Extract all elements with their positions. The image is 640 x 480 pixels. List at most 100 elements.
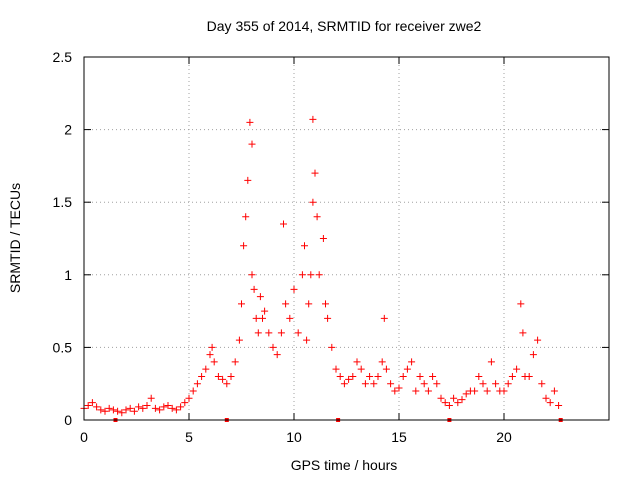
data-point bbox=[361, 380, 369, 388]
y-tick-label: 2.5 bbox=[53, 49, 73, 65]
data-point bbox=[550, 387, 558, 395]
data-point bbox=[118, 409, 126, 417]
x-tick-label: 15 bbox=[391, 429, 407, 445]
data-point bbox=[189, 387, 197, 395]
data-point bbox=[105, 404, 113, 412]
data-point bbox=[487, 358, 495, 366]
data-point bbox=[508, 372, 516, 380]
data-point bbox=[382, 365, 390, 373]
data-point bbox=[475, 372, 483, 380]
data-point bbox=[250, 285, 258, 293]
data-point bbox=[252, 314, 260, 322]
data-point bbox=[529, 351, 537, 359]
data-point bbox=[269, 343, 277, 351]
data-point bbox=[235, 336, 243, 344]
data-point bbox=[349, 372, 357, 380]
data-point bbox=[458, 396, 466, 404]
data-point bbox=[122, 406, 130, 414]
data-point bbox=[265, 329, 273, 337]
chart-title: Day 355 of 2014, SRMTID for receiver zwe… bbox=[207, 18, 482, 34]
data-point bbox=[387, 380, 395, 388]
data-point bbox=[309, 198, 317, 206]
data-point bbox=[261, 307, 269, 315]
data-point bbox=[219, 375, 227, 383]
data-point bbox=[546, 399, 554, 407]
data-point bbox=[214, 372, 222, 380]
data-point bbox=[97, 406, 105, 414]
data-point bbox=[88, 399, 96, 407]
data-point bbox=[319, 235, 327, 242]
data-point bbox=[345, 375, 353, 383]
data-point bbox=[181, 399, 189, 407]
data-point bbox=[437, 394, 445, 402]
data-point bbox=[109, 406, 117, 414]
data-point bbox=[244, 176, 252, 184]
data-point bbox=[298, 271, 306, 279]
data-point bbox=[370, 380, 378, 388]
data-point bbox=[223, 380, 231, 388]
data-point bbox=[441, 399, 449, 407]
data-point bbox=[483, 387, 491, 395]
data-point bbox=[282, 300, 290, 308]
data-point bbox=[416, 372, 424, 380]
data-point bbox=[424, 387, 432, 395]
data-point bbox=[412, 387, 420, 395]
data-point bbox=[395, 384, 403, 392]
data-point bbox=[248, 271, 256, 279]
data-point bbox=[307, 271, 315, 279]
data-point bbox=[322, 300, 329, 308]
data-point bbox=[328, 343, 336, 351]
data-point bbox=[231, 358, 239, 366]
data-point bbox=[227, 372, 235, 380]
y-tick-label: 0.5 bbox=[53, 339, 73, 355]
data-point bbox=[374, 372, 382, 380]
y-tick-label: 1.5 bbox=[53, 194, 73, 210]
data-point bbox=[399, 372, 407, 380]
data-point bbox=[336, 372, 344, 380]
data-point bbox=[303, 336, 311, 344]
data-point bbox=[353, 358, 361, 366]
data-point bbox=[280, 220, 287, 228]
data-point bbox=[202, 365, 210, 373]
data-points bbox=[80, 115, 563, 417]
data-point bbox=[311, 169, 319, 177]
y-tick-label: 0 bbox=[64, 412, 72, 428]
data-point bbox=[93, 403, 101, 411]
data-point bbox=[391, 387, 399, 395]
data-point bbox=[519, 329, 527, 337]
data-point bbox=[126, 404, 134, 412]
data-point bbox=[429, 372, 437, 380]
data-point bbox=[525, 372, 533, 380]
data-point bbox=[273, 351, 281, 359]
data-point bbox=[500, 387, 508, 395]
data-point bbox=[238, 300, 245, 308]
data-point bbox=[408, 358, 416, 366]
data-point bbox=[84, 401, 92, 409]
axis-ticks: 0 0.5 1 1.5 2 2.5 0 5 10 15 20 bbox=[53, 49, 609, 445]
data-point bbox=[164, 401, 172, 409]
data-point bbox=[156, 406, 164, 414]
y-tick-label: 2 bbox=[64, 122, 72, 138]
data-point bbox=[450, 394, 458, 402]
data-point bbox=[135, 403, 143, 411]
y-axis-label: SRMTID / TECUs bbox=[7, 183, 23, 293]
data-point bbox=[380, 314, 388, 322]
data-point bbox=[168, 404, 176, 412]
data-point bbox=[332, 365, 340, 373]
x-tick-label: 0 bbox=[80, 429, 88, 445]
x-axis-label: GPS time / hours bbox=[291, 457, 398, 473]
data-point bbox=[242, 213, 250, 221]
data-point bbox=[294, 329, 302, 337]
data-point bbox=[160, 403, 168, 411]
data-point bbox=[433, 380, 441, 388]
data-point bbox=[246, 118, 254, 126]
data-point bbox=[366, 372, 374, 380]
data-point bbox=[403, 365, 411, 373]
x-tick-label: 5 bbox=[185, 429, 193, 445]
data-point bbox=[513, 365, 521, 373]
data-point bbox=[534, 336, 542, 344]
data-point bbox=[208, 343, 216, 351]
data-point bbox=[301, 242, 308, 250]
data-point bbox=[378, 358, 386, 366]
